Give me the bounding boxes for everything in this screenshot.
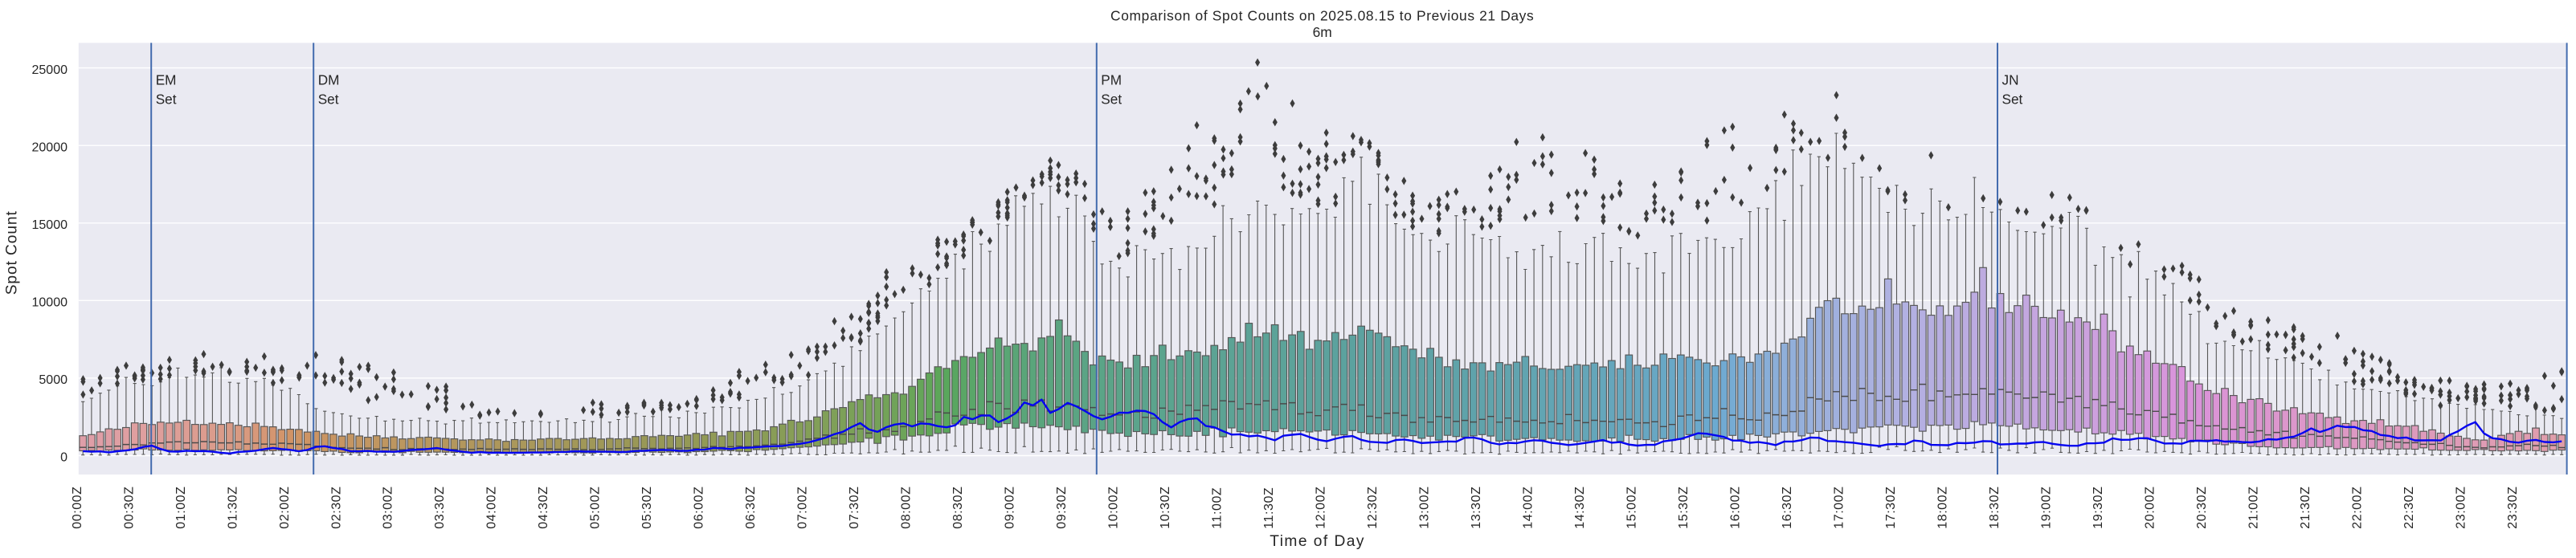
svg-text:13:00Z: 13:00Z: [1418, 487, 1432, 529]
svg-text:20:30Z: 20:30Z: [2195, 487, 2209, 529]
svg-text:11:00Z: 11:00Z: [1211, 487, 1225, 529]
svg-text:Set: Set: [156, 92, 177, 108]
svg-text:15000: 15000: [32, 218, 68, 232]
svg-text:16:30Z: 16:30Z: [1781, 487, 1794, 529]
svg-text:14:30Z: 14:30Z: [1573, 487, 1587, 529]
svg-text:10:30Z: 10:30Z: [1159, 487, 1172, 529]
svg-text:10:00Z: 10:00Z: [1107, 487, 1121, 529]
svg-text:Spot Count: Spot Count: [4, 210, 21, 295]
svg-text:DM: DM: [318, 71, 340, 88]
svg-text:18:00Z: 18:00Z: [1936, 487, 1950, 529]
svg-text:EM: EM: [156, 71, 177, 88]
svg-text:25000: 25000: [32, 63, 68, 77]
svg-text:04:00Z: 04:00Z: [485, 487, 499, 529]
svg-text:12:30Z: 12:30Z: [1366, 487, 1380, 529]
svg-text:02:30Z: 02:30Z: [329, 487, 343, 529]
svg-text:22:30Z: 22:30Z: [2402, 487, 2416, 529]
svg-text:05:30Z: 05:30Z: [640, 487, 654, 529]
svg-text:21:00Z: 21:00Z: [2247, 487, 2261, 529]
svg-text:14:00Z: 14:00Z: [1522, 487, 1535, 529]
svg-text:12:00Z: 12:00Z: [1315, 487, 1328, 529]
svg-text:03:30Z: 03:30Z: [433, 487, 447, 529]
svg-text:07:30Z: 07:30Z: [848, 487, 861, 529]
svg-text:16:00Z: 16:00Z: [1729, 487, 1743, 529]
svg-text:19:00Z: 19:00Z: [2040, 487, 2054, 529]
svg-text:15:00Z: 15:00Z: [1625, 487, 1639, 529]
svg-text:02:00Z: 02:00Z: [278, 487, 292, 529]
svg-text:00:30Z: 00:30Z: [122, 487, 136, 529]
svg-text:06:00Z: 06:00Z: [693, 487, 706, 529]
svg-text:01:00Z: 01:00Z: [174, 487, 188, 529]
svg-text:22:00Z: 22:00Z: [2351, 487, 2365, 529]
svg-text:04:30Z: 04:30Z: [537, 487, 550, 529]
svg-text:JN: JN: [2002, 71, 2019, 88]
svg-text:03:00Z: 03:00Z: [382, 487, 395, 529]
svg-text:Set: Set: [318, 92, 339, 108]
svg-text:11:30Z: 11:30Z: [1262, 487, 1276, 529]
svg-text:09:00Z: 09:00Z: [1004, 487, 1017, 529]
svg-text:13:30Z: 13:30Z: [1470, 487, 1483, 529]
svg-text:21:30Z: 21:30Z: [2299, 487, 2312, 529]
svg-text:07:00Z: 07:00Z: [796, 487, 810, 529]
svg-text:01:30Z: 01:30Z: [226, 487, 239, 529]
svg-text:20000: 20000: [32, 141, 68, 154]
svg-text:19:30Z: 19:30Z: [2091, 487, 2105, 529]
svg-text:17:00Z: 17:00Z: [1833, 487, 1846, 529]
svg-text:15:30Z: 15:30Z: [1677, 487, 1691, 529]
svg-text:08:00Z: 08:00Z: [900, 487, 914, 529]
svg-text:06:30Z: 06:30Z: [744, 487, 758, 529]
svg-text:08:30Z: 08:30Z: [951, 487, 965, 529]
svg-text:Set: Set: [1101, 92, 1122, 108]
svg-text:05:00Z: 05:00Z: [589, 487, 603, 529]
svg-text:6m: 6m: [1313, 24, 1332, 40]
svg-text:0: 0: [60, 451, 67, 465]
svg-text:17:30Z: 17:30Z: [1884, 487, 1898, 529]
svg-text:10000: 10000: [32, 296, 68, 310]
svg-text:09:30Z: 09:30Z: [1055, 487, 1069, 529]
svg-text:23:30Z: 23:30Z: [2506, 487, 2520, 529]
svg-text:Time of Day: Time of Day: [1270, 533, 1365, 550]
svg-text:5000: 5000: [39, 373, 67, 387]
svg-text:Comparison of Spot Counts on 2: Comparison of Spot Counts on 2025.08.15 …: [1110, 7, 1534, 23]
svg-text:20:00Z: 20:00Z: [2144, 487, 2157, 529]
svg-text:PM: PM: [1101, 71, 1122, 88]
svg-text:00:00Z: 00:00Z: [71, 487, 84, 529]
svg-text:Set: Set: [2002, 92, 2023, 108]
svg-text:23:00Z: 23:00Z: [2455, 487, 2468, 529]
svg-text:18:30Z: 18:30Z: [1988, 487, 2002, 529]
